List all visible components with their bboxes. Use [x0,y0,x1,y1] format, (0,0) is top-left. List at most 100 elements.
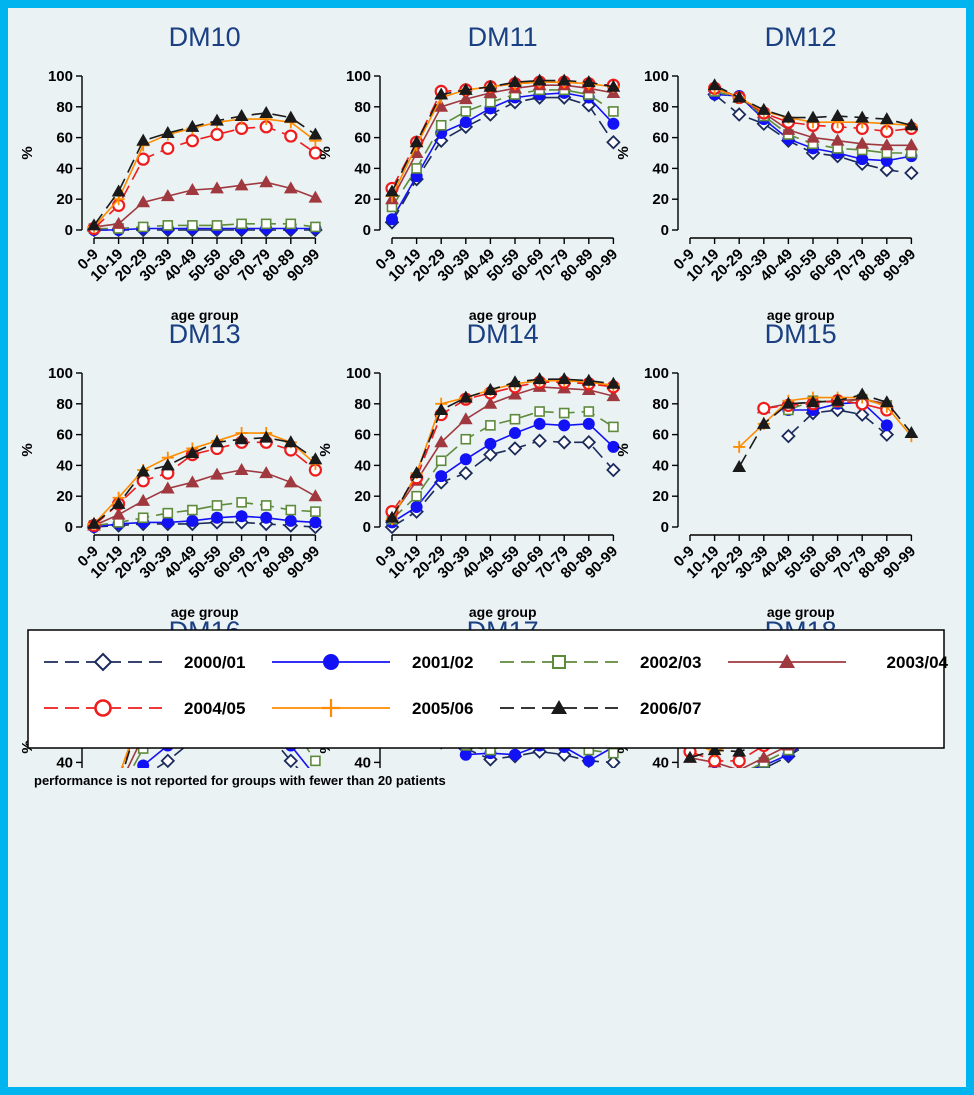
data-point [732,459,747,472]
data-point [260,218,272,230]
legend-marker [94,699,112,717]
data-point [210,181,224,194]
data-point [606,755,621,768]
series-line [391,96,615,223]
data-point [904,138,919,151]
data-point [483,382,498,395]
y-tick-label: 40 [652,160,669,177]
footnote: performance is not reported for groups w… [34,773,446,788]
data-point [830,109,845,122]
data-point [879,112,894,125]
data-point [483,79,498,92]
data-point [385,510,399,523]
legend-label: 2000/01 [184,653,245,672]
data-point [581,75,596,88]
panel-dm14: DM14020406080100%0-910-1920-2930-3940-49… [317,319,621,620]
legend-marker [322,699,340,717]
data-point [608,421,619,433]
series-line [738,393,913,468]
y-tick-label: 100 [644,68,669,85]
y-tick-label: 0 [363,519,371,536]
y-tick-label: 40 [354,160,371,177]
data-point [111,496,126,509]
data-point [581,435,597,450]
data-point [856,153,869,166]
series-line [93,112,316,226]
data-point [161,516,174,529]
data-point [411,490,422,502]
data-point [879,395,894,408]
data-point [458,390,473,403]
y-tick-label: 40 [56,754,73,768]
data-point [259,466,274,479]
data-point [582,754,595,767]
data-point [308,489,323,502]
data-point [160,125,175,138]
data-point [435,455,447,467]
y-axis-label: % [615,146,632,159]
data-point [434,402,449,415]
data-point [310,755,321,767]
series-line [391,379,614,520]
data-point [259,105,274,118]
data-point [533,417,546,430]
data-point [879,138,894,151]
data-point [136,133,151,146]
y-tick-label: 100 [644,365,669,382]
data-point [283,110,298,123]
data-point [236,497,247,508]
data-point [434,87,449,100]
y-tick-label: 20 [652,488,669,505]
data-point [606,462,621,478]
data-point [211,220,223,231]
data-point [854,407,870,422]
data-point [211,511,223,524]
series-line [391,89,614,208]
data-point [260,500,272,511]
data-point [558,419,571,432]
series-line [93,501,316,527]
series-line [93,521,316,528]
series-2002-03 [386,406,619,525]
data-point [160,458,175,471]
data-point [904,118,919,131]
y-tick-label: 100 [48,365,73,382]
data-point [731,107,747,122]
data-point [460,433,472,445]
data-point [830,393,845,406]
data-point [234,109,249,122]
data-point [606,389,621,402]
legend-box [27,629,945,749]
data-point [409,135,424,148]
y-tick-label: 0 [65,222,73,239]
series-line [391,410,614,520]
data-point [259,430,274,443]
data-point [210,435,224,448]
y-axis-label: % [19,443,36,456]
data-point [236,218,247,230]
panel-dm12: DM12020406080100%0-910-1920-2930-3940-49… [615,22,919,323]
data-point [607,440,620,453]
data-point [806,110,820,123]
data-point [557,372,572,385]
series-line [94,223,316,230]
data-point [855,136,870,149]
chart-area: DM10020406080100%0-910-1920-2930-3940-49… [19,22,949,768]
legend-label: 2006/07 [640,699,701,718]
x-axis-label: age group [767,307,835,323]
x-axis-label: age group [767,604,835,620]
y-tick-label: 40 [56,160,73,177]
panel-title: DM10 [169,22,241,52]
data-point [556,435,572,450]
data-point [509,413,521,425]
data-point [732,90,747,103]
data-point [830,133,845,146]
data-point [137,221,149,233]
data-point [508,375,522,388]
data-point [111,507,126,520]
data-point [532,433,547,449]
y-tick-label: 80 [56,99,73,116]
series-line [787,409,888,437]
series-2006-07 [707,78,919,131]
data-point [87,218,101,231]
